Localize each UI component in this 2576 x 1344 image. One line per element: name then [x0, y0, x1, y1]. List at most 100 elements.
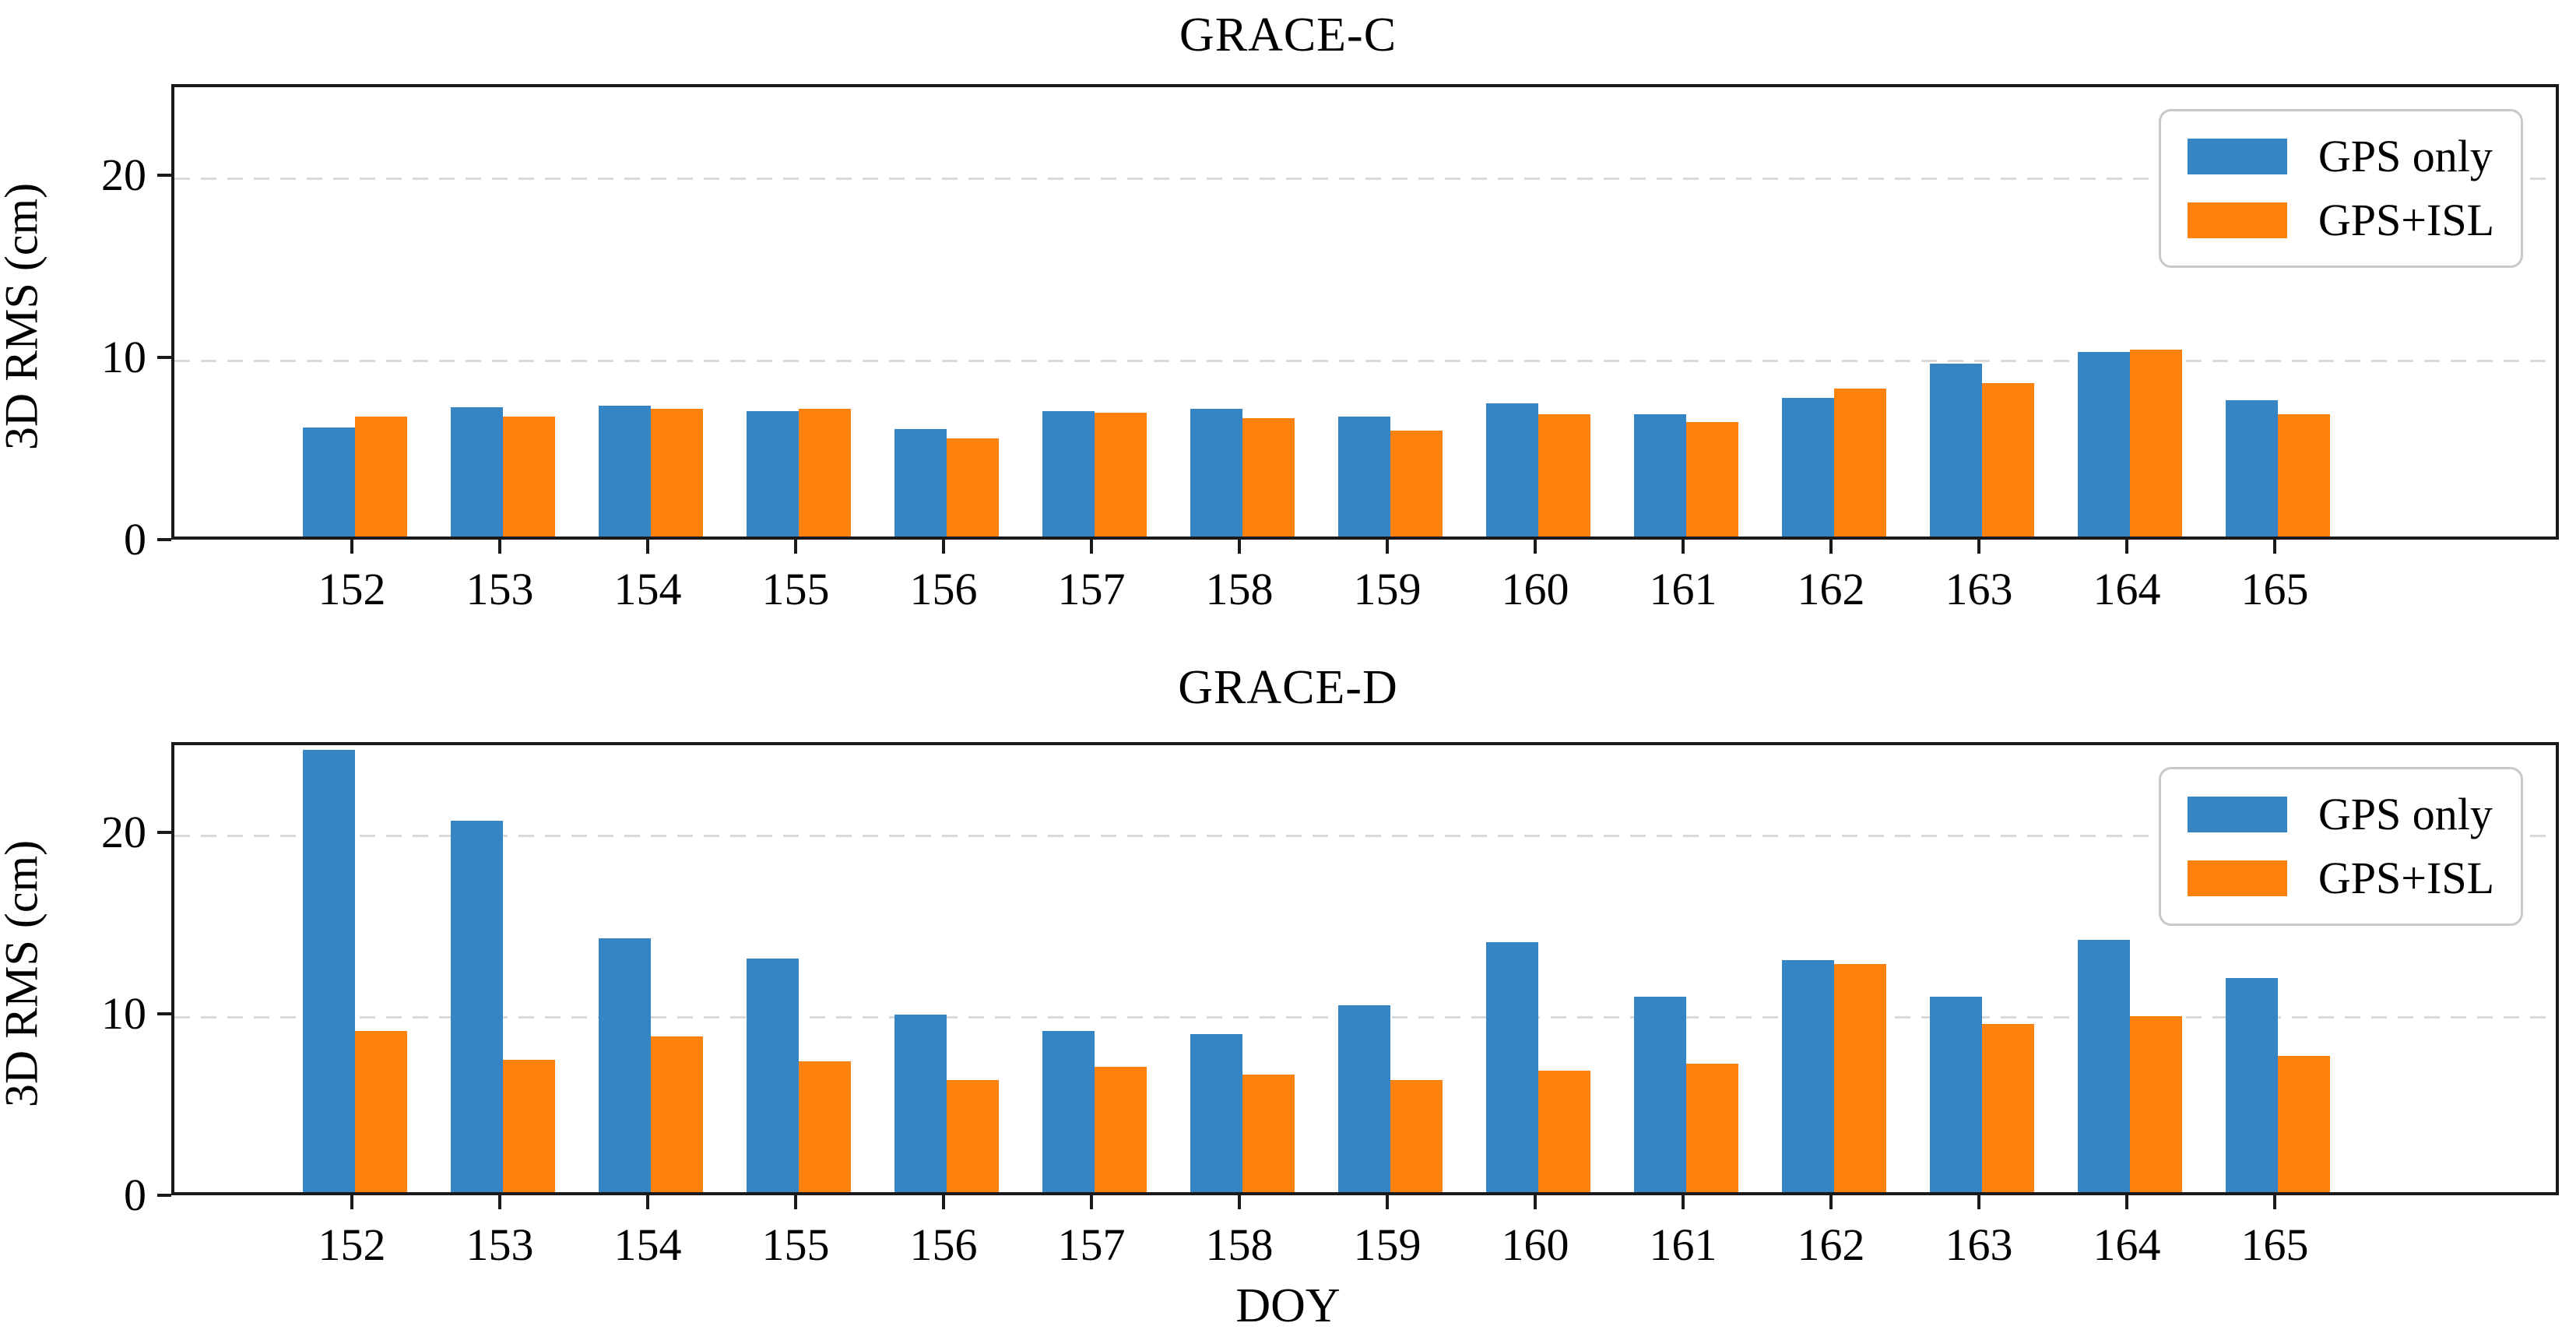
y-tick-mark — [157, 538, 171, 541]
x-tick-label: 160 — [1501, 1219, 1569, 1270]
x-tick-label: 158 — [1205, 564, 1274, 614]
bar-gps-isl — [2130, 350, 2182, 537]
bar-gps-only — [894, 1014, 947, 1192]
y-tick-mark — [157, 1194, 171, 1197]
y-tick-mark — [157, 831, 171, 835]
legend-swatch — [2187, 202, 2287, 238]
bar-gps-only — [1042, 1030, 1095, 1192]
bar-gps-only — [1634, 414, 1686, 537]
bar-gps-isl — [2278, 414, 2330, 537]
gridline-y20 — [174, 177, 2556, 180]
x-tick-label: 152 — [318, 564, 386, 614]
x-tick-mark — [942, 1195, 945, 1209]
legend-swatch — [2187, 139, 2287, 174]
x-axis-label-doy: DOY — [1235, 1279, 1341, 1332]
x-tick-label: 156 — [909, 564, 978, 614]
bar-gps-isl — [1242, 417, 1295, 537]
bar-gps-only — [1190, 409, 1242, 537]
legend-label: GPS only — [2318, 789, 2493, 839]
x-tick-mark — [1386, 540, 1389, 554]
bar-gps-only — [1782, 398, 1834, 537]
bar-gps-only — [1930, 363, 1982, 537]
bar-gps-isl — [1390, 1079, 1443, 1192]
x-tick-label: 163 — [1945, 564, 2013, 614]
x-tick-label: 154 — [613, 1219, 682, 1270]
legend-item: GPS+ISL — [2187, 195, 2494, 245]
bar-gps-only — [451, 820, 503, 1192]
x-tick-label: 165 — [2240, 564, 2309, 614]
y-tick-mark — [157, 356, 171, 359]
x-tick-label: 155 — [761, 1219, 830, 1270]
x-tick-mark — [1238, 540, 1241, 554]
legend-item: GPS+ISL — [2187, 853, 2494, 903]
bar-gps-only — [894, 428, 947, 537]
bar-gps-isl — [1982, 1023, 2034, 1192]
x-tick-label: 152 — [318, 1219, 386, 1270]
bar-gps-only — [451, 406, 503, 537]
chart-title-grace-d: GRACE-D — [1178, 661, 1398, 714]
bar-gps-isl — [1834, 963, 1886, 1192]
x-tick-label: 160 — [1501, 564, 1569, 614]
x-tick-mark — [1977, 1195, 1980, 1209]
x-tick-mark — [498, 1195, 501, 1209]
legend-label: GPS+ISL — [2318, 195, 2494, 245]
x-tick-mark — [1829, 1195, 1833, 1209]
legend-item: GPS only — [2187, 789, 2494, 839]
x-tick-mark — [1534, 540, 1537, 554]
legend-label: GPS+ISL — [2318, 853, 2494, 903]
legend-swatch — [2187, 860, 2287, 896]
x-tick-mark — [350, 540, 353, 554]
x-tick-label: 159 — [1353, 564, 1422, 614]
x-tick-label: 159 — [1353, 1219, 1422, 1270]
bar-gps-isl — [799, 409, 851, 537]
bar-gps-isl — [1095, 1067, 1147, 1192]
bar-gps-only — [1042, 410, 1095, 537]
bar-gps-isl — [1686, 421, 1738, 537]
bar-gps-only — [747, 958, 799, 1192]
x-tick-label: 153 — [466, 564, 534, 614]
x-tick-mark — [794, 540, 797, 554]
x-tick-label: 158 — [1205, 1219, 1274, 1270]
bar-gps-isl — [1095, 412, 1147, 537]
gridline-y20 — [174, 834, 2556, 837]
y-tick-mark — [157, 1012, 171, 1016]
bar-gps-isl — [1242, 1074, 1295, 1192]
x-tick-label: 163 — [1945, 1219, 2013, 1270]
x-tick-mark — [2125, 1195, 2128, 1209]
x-tick-mark — [1534, 1195, 1537, 1209]
bar-gps-isl — [947, 1079, 999, 1192]
bar-gps-only — [2078, 351, 2130, 537]
bar-gps-isl — [503, 416, 555, 537]
plot-area-grace-c: GPS only GPS+ISL — [171, 84, 2559, 540]
bar-gps-isl — [947, 438, 999, 537]
x-tick-mark — [1977, 540, 1980, 554]
x-tick-mark — [350, 1195, 353, 1209]
bar-gps-only — [1634, 996, 1686, 1192]
bar-gps-isl — [503, 1060, 555, 1192]
x-tick-label: 155 — [761, 564, 830, 614]
bar-gps-only — [1338, 1005, 1390, 1192]
bar-gps-only — [747, 410, 799, 537]
gridline-y10 — [174, 359, 2556, 362]
legend: GPS only GPS+ISL — [2158, 767, 2523, 926]
x-tick-mark — [1386, 1195, 1389, 1209]
x-tick-label: 154 — [613, 564, 682, 614]
bar-gps-isl — [355, 416, 407, 537]
bar-gps-isl — [1982, 383, 2034, 537]
legend-label: GPS only — [2318, 131, 2493, 181]
bar-gps-isl — [1538, 1071, 1590, 1192]
chart-title-grace-c: GRACE-C — [1179, 9, 1397, 62]
legend-swatch — [2187, 797, 2287, 832]
x-tick-mark — [646, 540, 649, 554]
bar-gps-only — [1486, 403, 1538, 537]
bar-gps-only — [2226, 399, 2278, 537]
bar-gps-only — [2078, 940, 2130, 1192]
bar-gps-only — [1782, 960, 1834, 1192]
x-tick-mark — [1090, 540, 1093, 554]
x-tick-label: 164 — [2093, 564, 2161, 614]
x-tick-label: 157 — [1057, 1219, 1126, 1270]
x-tick-label: 161 — [1649, 1219, 1717, 1270]
bar-gps-isl — [651, 409, 703, 537]
x-tick-mark — [498, 540, 501, 554]
y-tick-label: 20 — [101, 807, 146, 858]
